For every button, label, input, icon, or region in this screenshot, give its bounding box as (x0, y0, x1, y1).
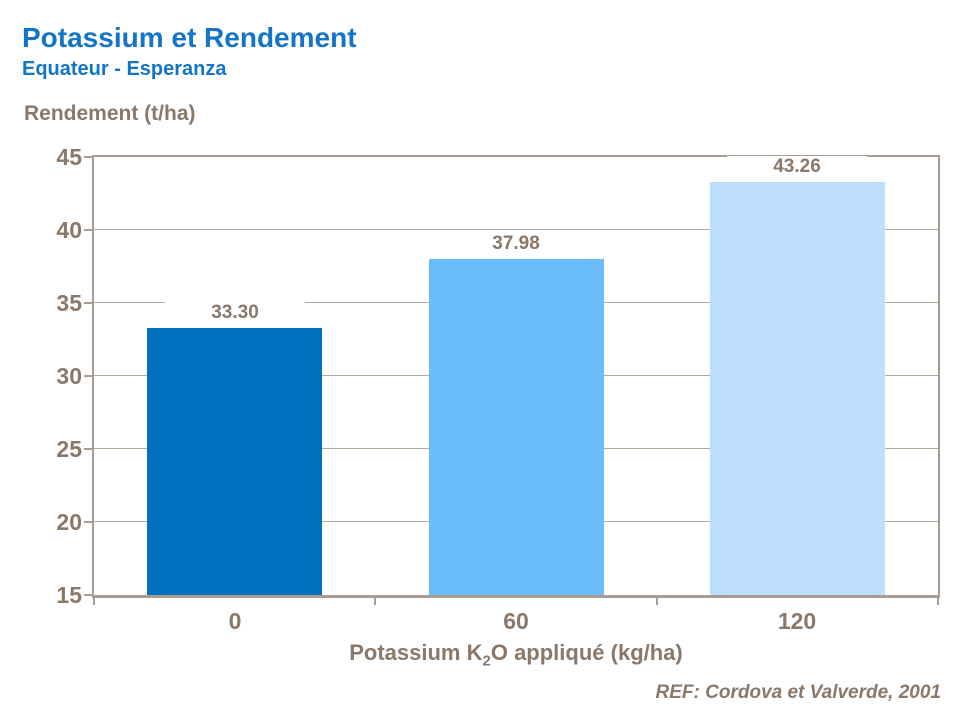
bar-value-label-120: 43.26 (727, 156, 867, 178)
y-tick-label-15: 15 (56, 582, 82, 608)
x-tick-mark-1 (374, 598, 376, 605)
x-axis-title: Potassium K2O appliqué (kg/ha) (92, 640, 940, 670)
y-tick-label-35: 35 (56, 290, 82, 316)
chart-subtitle: Equateur - Esperanza (22, 58, 227, 80)
y-tick-mark-15 (84, 594, 93, 596)
x-axis-title-subscript: 2 (482, 652, 491, 670)
reference-citation: REF: Cordova et Valverde, 2001 (655, 682, 941, 703)
y-tick-label-30: 30 (56, 363, 82, 389)
x-category-label-120: 120 (777, 608, 817, 634)
x-category-label-0: 0 (228, 608, 242, 634)
y-tick-mark-20 (84, 521, 93, 523)
y-tick-mark-40 (84, 229, 93, 231)
y-tick-label-25: 25 (56, 436, 82, 462)
x-axis-title-text-end: O appliqué (kg/ha) (490, 640, 683, 665)
bar-value-label-60: 37.98 (446, 233, 586, 255)
y-tick-label-45: 45 (56, 144, 82, 170)
x-tick-mark-0 (93, 598, 95, 605)
y-tick-mark-35 (84, 302, 93, 304)
x-category-label-60: 60 (503, 608, 529, 634)
gridline-40 (94, 229, 938, 230)
x-tick-mark-3 (937, 598, 939, 605)
bar-60 (429, 259, 604, 595)
x-axis-title-text: Potassium K (349, 640, 483, 665)
y-axis-title: Rendement (t/ha) (24, 102, 196, 125)
y-tick-mark-25 (84, 448, 93, 450)
y-tick-mark-30 (84, 375, 93, 377)
y-tick-label-20: 20 (56, 509, 82, 535)
y-tick-mark-45 (84, 156, 93, 158)
bar-120 (710, 182, 885, 595)
bar-value-label-0: 33.30 (165, 302, 305, 324)
x-tick-mark-2 (656, 598, 658, 605)
bar-0 (147, 328, 322, 595)
y-tick-label-40: 40 (56, 217, 82, 243)
chart-title: Potassium et Rendement (22, 22, 357, 53)
plot-area: 33.30 37.98 43.26 (92, 155, 940, 598)
